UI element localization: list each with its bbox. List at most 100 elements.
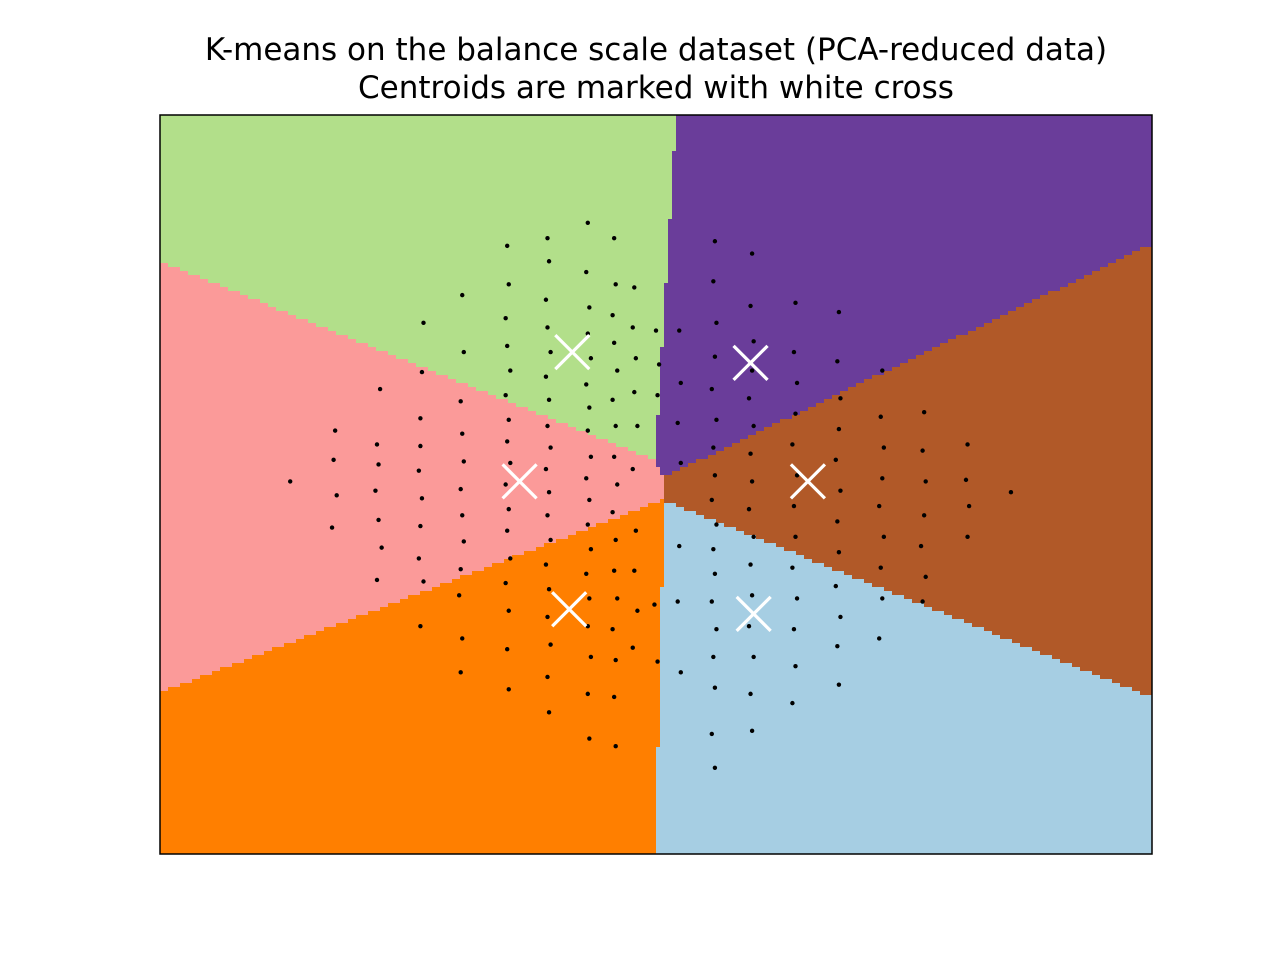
data-point <box>548 445 553 450</box>
region-cell-cluster-3 <box>852 575 1152 580</box>
region-cell-cluster-5 <box>656 751 1152 756</box>
data-point <box>460 636 465 641</box>
region-cell-cluster-4 <box>160 787 657 792</box>
data-point <box>749 728 755 734</box>
data-point <box>880 368 885 373</box>
region-cell-cluster-3 <box>1132 687 1152 692</box>
region-cell-cluster-4 <box>504 559 665 564</box>
region-cell-cluster-1 <box>656 443 733 448</box>
data-point <box>332 428 338 433</box>
region-cell-cluster-5 <box>664 571 845 576</box>
region-cell-cluster-2 <box>160 623 337 628</box>
region-cell-cluster-3 <box>1052 655 1152 660</box>
region-cell-cluster-5 <box>660 727 1152 732</box>
region-cell-cluster-5 <box>660 695 1152 700</box>
region-cell-cluster-2 <box>160 571 473 576</box>
region-cell-cluster-4 <box>160 851 657 854</box>
region-cell-cluster-4 <box>608 519 665 524</box>
region-cell-cluster-4 <box>304 635 661 640</box>
region-cell-cluster-4 <box>160 815 657 820</box>
data-point <box>587 736 592 741</box>
region-cell-cluster-2 <box>160 403 517 408</box>
region-cell-cluster-0 <box>228 287 665 292</box>
region-cell-cluster-1 <box>656 463 689 468</box>
region-cell-cluster-5 <box>664 563 825 568</box>
region-cell-cluster-3 <box>804 555 1152 560</box>
region-cell-cluster-4 <box>160 843 657 848</box>
region-cell-cluster-1 <box>660 407 809 412</box>
region-cell-cluster-4 <box>160 711 661 716</box>
region-cell-cluster-0 <box>488 391 661 396</box>
data-point <box>878 565 883 570</box>
region-cell-cluster-5 <box>664 551 797 556</box>
region-cell-cluster-4 <box>232 663 661 668</box>
data-point <box>965 534 970 540</box>
data-point <box>588 654 594 660</box>
data-point <box>709 497 714 503</box>
region-cell-cluster-5 <box>660 687 1133 692</box>
data-point <box>416 468 422 473</box>
region-cell-cluster-3 <box>1092 271 1152 276</box>
region-cell-cluster-1 <box>672 183 1152 188</box>
region-cell-cluster-3 <box>1072 663 1152 668</box>
data-point <box>545 674 550 680</box>
data-point <box>503 580 508 586</box>
region-cell-cluster-3 <box>908 359 1152 364</box>
region-cell-cluster-0 <box>160 175 673 180</box>
region-cell-cluster-1 <box>676 131 1152 136</box>
region-cell-cluster-3 <box>824 563 1152 568</box>
region-cell-cluster-4 <box>160 719 661 724</box>
region-cell-cluster-0 <box>356 339 665 344</box>
region-cell-cluster-4 <box>324 627 661 632</box>
region-cell-cluster-0 <box>160 135 677 140</box>
region-cell-cluster-1 <box>668 251 1133 256</box>
data-point <box>546 397 552 403</box>
region-cell-cluster-5 <box>656 847 1152 852</box>
region-cell-cluster-1 <box>672 179 1152 184</box>
data-point <box>881 534 887 540</box>
region-cell-cluster-2 <box>160 359 409 364</box>
data-point <box>712 685 718 690</box>
region-cell-cluster-0 <box>396 355 661 360</box>
data-point <box>543 374 549 379</box>
region-cell-cluster-5 <box>660 707 1152 712</box>
data-point <box>585 522 590 527</box>
region-cell-cluster-1 <box>668 235 1152 240</box>
region-cell-cluster-5 <box>664 575 853 580</box>
region-cell-cluster-2 <box>160 659 245 664</box>
region-cell-cluster-4 <box>452 579 665 584</box>
data-point <box>709 599 714 604</box>
centroid-cross-1 <box>732 344 769 382</box>
data-point <box>506 417 511 423</box>
region-cell-cluster-2 <box>160 275 201 280</box>
data-point <box>748 562 753 567</box>
data-point <box>835 643 840 649</box>
region-cell-cluster-3 <box>764 427 1152 432</box>
data-point <box>746 396 752 401</box>
data-point <box>374 442 380 447</box>
region-cell-cluster-2 <box>160 583 441 588</box>
region-cell-cluster-2 <box>160 567 485 572</box>
region-cell-cluster-1 <box>656 451 717 456</box>
region-cell-cluster-3 <box>680 467 1152 472</box>
region-cell-cluster-0 <box>336 331 665 336</box>
region-cell-cluster-5 <box>660 591 893 596</box>
region-cell-cluster-3 <box>1000 315 1152 320</box>
region-cell-cluster-2 <box>160 307 277 312</box>
data-point <box>880 596 885 601</box>
region-cell-cluster-2 <box>160 619 349 624</box>
region-cell-cluster-4 <box>160 811 657 816</box>
region-cell-cluster-2 <box>160 435 597 440</box>
region-cell-cluster-0 <box>160 215 673 220</box>
plot-frame <box>159 114 1153 855</box>
data-point <box>503 393 508 398</box>
region-cell-cluster-2 <box>160 599 401 604</box>
region-cell-cluster-2 <box>160 391 489 396</box>
region-cell-cluster-4 <box>220 667 661 672</box>
region-cell-cluster-1 <box>656 427 765 432</box>
region-cell-cluster-3 <box>732 443 1152 448</box>
region-cell-cluster-3 <box>1120 683 1152 688</box>
region-cell-cluster-0 <box>276 307 665 312</box>
region-cell-cluster-0 <box>160 227 669 232</box>
region-cell-cluster-5 <box>664 543 777 548</box>
